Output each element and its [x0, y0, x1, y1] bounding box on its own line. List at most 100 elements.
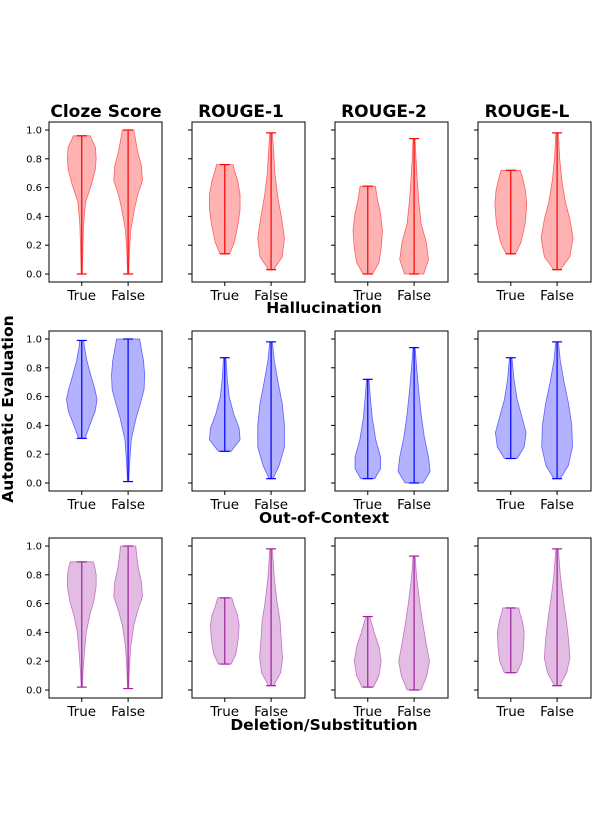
panel-frame [48, 537, 163, 699]
x-tick-label-true: True [209, 704, 239, 720]
row-title-out-of-context: Out-of-Context [259, 509, 390, 527]
violin-true [352, 185, 383, 275]
x-tick-label-false: False [254, 497, 288, 513]
panel-out-of-context-rouge-1: True False [188, 330, 306, 513]
y-tick-label: 0.2 [26, 450, 42, 461]
x-tick-label-false: False [540, 288, 574, 304]
violin-true [353, 615, 382, 688]
x-tick-label-false: False [397, 497, 431, 513]
violin-true [67, 561, 97, 688]
x-tick-label-false: False [397, 704, 431, 720]
x-tick-label-true: True [352, 288, 382, 304]
x-tick-label-true: True [495, 497, 525, 513]
panel-frame [334, 330, 449, 492]
violin-true [494, 357, 527, 460]
x-tick-label-false: False [254, 288, 288, 304]
violin-false [398, 555, 430, 691]
column-title-rouge1: ROUGE-1 [198, 102, 284, 122]
x-tick-label-false: False [540, 704, 574, 720]
panel-out-of-context-rouge-2: True False [331, 330, 449, 513]
x-tick-label-false: False [111, 288, 145, 304]
panel-frame [334, 121, 449, 283]
row-title-hallucination: Hallucination [266, 299, 382, 317]
panel-frame [191, 121, 306, 283]
panel-deletion-substitution-rouge-2: True False [331, 537, 449, 720]
column-title-cloze: Cloze Score [50, 102, 161, 122]
panel-frame [477, 537, 592, 699]
x-tick-label-true: True [352, 497, 382, 513]
violin-false [113, 129, 143, 275]
y-axis-title: Automatic Evaluation [0, 315, 17, 502]
violin-false [259, 548, 284, 687]
y-tick-label: 0.4 [26, 212, 42, 223]
violin-false [397, 347, 431, 484]
violin-false [111, 338, 146, 483]
panel-out-of-context-rouge-l: True False [474, 330, 592, 513]
violin-false [399, 138, 429, 275]
x-tick-label-true: True [352, 704, 382, 720]
x-tick-label-false: False [397, 288, 431, 304]
x-tick-label-true: True [209, 497, 239, 513]
x-tick-label-false: False [254, 704, 288, 720]
violin-true [65, 339, 98, 439]
x-tick-label-true: True [66, 497, 96, 513]
x-tick-label-true: True [66, 704, 96, 720]
panel-deletion-substitution-cloze-score: 0.0 0.2 0.4 0.6 0.8 1.0 True False [26, 537, 163, 720]
x-tick-label-true: True [66, 288, 96, 304]
panel-hallucination-cloze-score: 0.0 0.2 0.4 0.6 0.8 1.0 True False [26, 121, 163, 304]
y-tick-label: 0.6 [26, 599, 42, 610]
x-tick-label-true: True [209, 288, 239, 304]
violin-false [257, 132, 285, 271]
violin-true [496, 607, 525, 674]
violin-false [257, 341, 285, 480]
violin-true [66, 135, 97, 275]
violin-true [494, 169, 528, 255]
column-title-rougel: ROUGE-L [485, 102, 570, 122]
y-tick-label: 0.8 [26, 363, 42, 374]
x-tick-label-false: False [540, 497, 574, 513]
y-tick-label: 0.0 [26, 479, 42, 490]
violin-true [209, 597, 240, 665]
y-tick-label: 1.0 [26, 542, 42, 553]
panel-frame [48, 121, 163, 283]
y-tick-label: 0.6 [26, 392, 42, 403]
violin-true [208, 357, 241, 452]
violin-false [540, 132, 574, 271]
x-tick-label-false: False [111, 497, 145, 513]
x-tick-label-true: True [495, 288, 525, 304]
y-tick-label: 1.0 [26, 126, 42, 137]
panel-frame [334, 537, 449, 699]
row-title-deletion-substitution: Deletion/Substitution [230, 716, 417, 734]
violin-true [354, 378, 381, 480]
panel-frame [191, 537, 306, 699]
y-tick-label: 0.0 [26, 686, 42, 697]
y-tick-label: 0.0 [26, 270, 42, 281]
y-tick-label: 0.2 [26, 657, 42, 668]
x-tick-label-true: True [495, 704, 525, 720]
panel-frame [477, 121, 592, 283]
violin-true [209, 163, 241, 255]
y-tick-label: 0.4 [26, 628, 42, 639]
y-tick-label: 0.6 [26, 183, 42, 194]
panel-deletion-substitution-rouge-1: True False [188, 537, 306, 720]
column-title-rouge2: ROUGE-2 [341, 102, 427, 122]
y-tick-label: 0.8 [26, 154, 42, 165]
panel-frame [48, 330, 163, 492]
panel-deletion-substitution-rouge-l: True False [474, 537, 592, 720]
y-tick-label: 1.0 [26, 335, 42, 346]
panel-hallucination-rouge-1: True False [188, 121, 306, 304]
panel-frame [191, 330, 306, 492]
violin-false [541, 341, 573, 480]
y-tick-label: 0.2 [26, 241, 42, 252]
y-tick-label: 0.8 [26, 570, 42, 581]
y-tick-label: 0.4 [26, 421, 42, 432]
panel-frame [477, 330, 592, 492]
panel-out-of-context-cloze-score: 0.0 0.2 0.4 0.6 0.8 1.0 True False [26, 330, 163, 513]
panel-hallucination-rouge-2: True False [331, 121, 449, 304]
violin-false [113, 545, 143, 690]
violin-false [543, 548, 571, 687]
x-tick-label-false: False [111, 704, 145, 720]
panel-hallucination-rouge-l: True False [474, 121, 592, 304]
